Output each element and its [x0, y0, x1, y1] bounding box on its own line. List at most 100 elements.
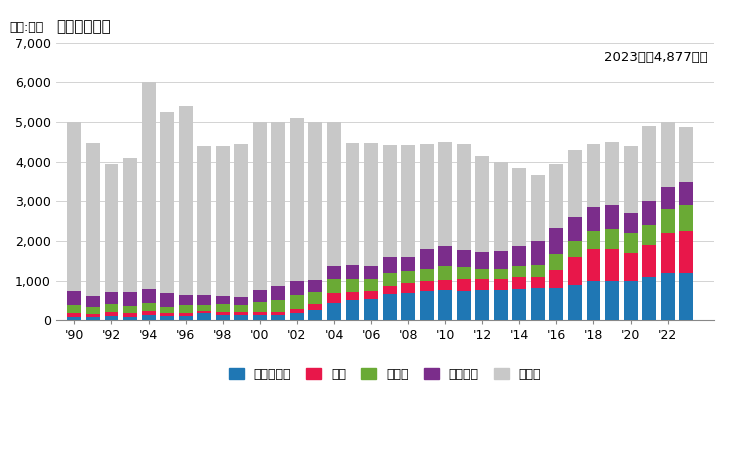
Bar: [160, 293, 174, 307]
Bar: [438, 290, 452, 320]
Bar: [642, 201, 656, 225]
Bar: [308, 310, 322, 320]
Bar: [308, 280, 322, 292]
Bar: [475, 156, 489, 252]
Bar: [327, 293, 341, 303]
Bar: [512, 266, 526, 277]
Bar: [383, 257, 397, 273]
Bar: [179, 106, 192, 295]
Bar: [86, 296, 100, 307]
Bar: [253, 315, 267, 320]
Bar: [568, 150, 582, 217]
Bar: [512, 289, 526, 320]
Bar: [642, 277, 656, 320]
Bar: [420, 269, 434, 281]
Bar: [346, 144, 359, 265]
Bar: [623, 146, 638, 213]
Bar: [141, 289, 155, 303]
Bar: [587, 249, 601, 280]
Bar: [364, 279, 378, 291]
Bar: [141, 311, 155, 315]
Bar: [216, 304, 230, 312]
Bar: [327, 122, 341, 266]
Bar: [550, 164, 564, 228]
Bar: [271, 315, 285, 320]
Bar: [308, 122, 322, 280]
Bar: [550, 254, 564, 270]
Bar: [660, 233, 674, 273]
Bar: [346, 292, 359, 300]
Bar: [290, 295, 304, 309]
Bar: [401, 145, 415, 257]
Bar: [104, 316, 118, 320]
Bar: [216, 315, 230, 320]
Bar: [457, 267, 471, 279]
Bar: [271, 312, 285, 315]
Bar: [401, 257, 415, 270]
Bar: [216, 146, 230, 296]
Bar: [587, 207, 601, 231]
Bar: [660, 209, 674, 233]
Bar: [568, 257, 582, 284]
Legend: ノルウェー, 中国, インド, イタリア, その他: ノルウェー, 中国, インド, イタリア, その他: [224, 363, 546, 386]
Bar: [141, 303, 155, 311]
Bar: [234, 305, 248, 312]
Bar: [123, 317, 137, 320]
Bar: [679, 231, 693, 273]
Bar: [587, 144, 601, 207]
Bar: [86, 307, 100, 314]
Bar: [141, 82, 155, 289]
Text: 単位:トン: 単位:トン: [9, 21, 44, 33]
Bar: [346, 279, 359, 292]
Bar: [179, 316, 192, 320]
Bar: [531, 288, 545, 320]
Bar: [179, 305, 192, 313]
Bar: [679, 182, 693, 205]
Bar: [383, 273, 397, 286]
Bar: [253, 302, 267, 312]
Bar: [568, 217, 582, 241]
Bar: [104, 164, 118, 292]
Bar: [642, 225, 656, 245]
Bar: [308, 292, 322, 304]
Bar: [457, 279, 471, 291]
Bar: [198, 146, 211, 295]
Bar: [198, 310, 211, 314]
Bar: [141, 315, 155, 320]
Bar: [216, 296, 230, 304]
Bar: [401, 270, 415, 284]
Bar: [494, 279, 508, 290]
Bar: [420, 281, 434, 291]
Bar: [457, 144, 471, 250]
Bar: [642, 126, 656, 201]
Bar: [234, 312, 248, 315]
Bar: [420, 144, 434, 249]
Bar: [457, 291, 471, 320]
Bar: [660, 273, 674, 320]
Bar: [68, 291, 82, 305]
Bar: [271, 286, 285, 300]
Bar: [605, 205, 619, 229]
Bar: [512, 247, 526, 266]
Bar: [160, 313, 174, 316]
Bar: [679, 205, 693, 231]
Bar: [253, 122, 267, 290]
Bar: [531, 175, 545, 241]
Bar: [438, 142, 452, 247]
Bar: [494, 162, 508, 251]
Bar: [605, 142, 619, 205]
Bar: [179, 313, 192, 316]
Bar: [86, 143, 100, 296]
Bar: [198, 305, 211, 310]
Bar: [550, 228, 564, 254]
Bar: [86, 317, 100, 320]
Bar: [475, 252, 489, 270]
Bar: [123, 314, 137, 317]
Bar: [290, 309, 304, 313]
Bar: [104, 304, 118, 312]
Bar: [512, 168, 526, 247]
Bar: [290, 313, 304, 320]
Bar: [401, 284, 415, 293]
Bar: [531, 241, 545, 265]
Bar: [327, 279, 341, 293]
